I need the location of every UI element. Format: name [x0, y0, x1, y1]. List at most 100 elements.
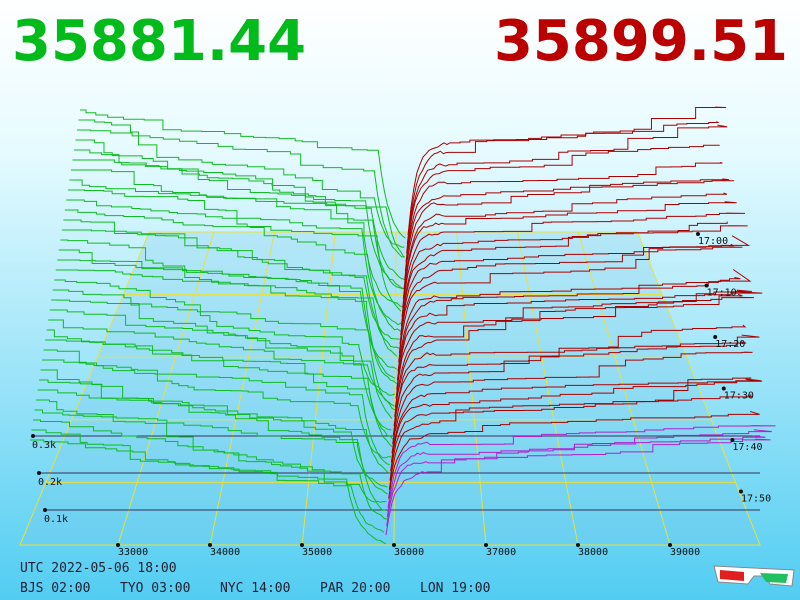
bid-curve — [60, 239, 398, 357]
ask-curve — [396, 277, 741, 381]
price-label: 34000 — [210, 547, 240, 558]
bid-curve — [67, 189, 402, 312]
depth-lines — [30, 106, 776, 545]
floor-line — [456, 231, 487, 546]
bid-curve — [57, 259, 396, 379]
ask-curve — [390, 378, 762, 463]
axis-labels: 33000 34000 35000 36000 37000 38000 39000 0.3k 0… — [31, 232, 771, 558]
zone-clock: PAR 20:00 — [320, 581, 390, 596]
ask-curve — [388, 410, 760, 499]
tick-dot — [668, 543, 672, 547]
tick-dot — [739, 489, 743, 494]
ask-curve — [401, 212, 746, 317]
ask-curve — [400, 225, 748, 336]
price-label: 33000 — [118, 547, 148, 558]
bid-curve — [34, 409, 386, 511]
zone-clock: NYC 14:00 — [220, 581, 290, 596]
ask-curve — [398, 243, 734, 354]
ask-curve — [407, 106, 727, 236]
ask-curve — [404, 162, 723, 272]
floor-line — [516, 231, 579, 546]
time-label: 17:00 — [698, 236, 728, 247]
ask-curve — [386, 429, 772, 526]
tick-dot — [696, 232, 700, 236]
bid-curve — [69, 179, 404, 308]
bid-curve — [36, 399, 387, 503]
ask-curve — [405, 144, 720, 263]
tick-dot — [116, 543, 120, 547]
ask-curve — [397, 269, 752, 372]
depth-label: 0.1k — [44, 514, 68, 525]
bid-curve — [48, 319, 392, 431]
ask-curve — [389, 394, 753, 481]
time-label: 17:20 — [715, 339, 745, 350]
tick-dot — [37, 471, 41, 475]
tick-dot — [208, 543, 212, 547]
tick-dot — [484, 543, 488, 547]
bid-curve — [54, 279, 396, 396]
bid-curve — [55, 269, 397, 384]
bid-curve — [49, 309, 393, 419]
bid-curve — [30, 439, 387, 545]
tick-dot — [721, 386, 726, 391]
ask-curve — [399, 246, 743, 345]
ask-curve — [392, 334, 760, 436]
ask-curve — [402, 201, 737, 308]
tick-dot — [43, 508, 47, 512]
tick-dot — [300, 543, 304, 547]
tick-dot — [392, 543, 396, 547]
bid-curve — [76, 129, 405, 258]
ask-curve — [392, 324, 747, 445]
ask-curve — [391, 351, 753, 454]
ask-curve — [390, 378, 763, 472]
bid-curve — [61, 229, 400, 349]
bid-curve — [33, 419, 388, 520]
ask-price: 35899.51 — [494, 9, 788, 74]
bid-curve — [51, 299, 396, 411]
price-label: 36000 — [394, 547, 424, 558]
floor-line — [117, 231, 215, 546]
bid-curve — [42, 359, 390, 466]
tick-dot — [31, 434, 35, 438]
ask-curve — [403, 178, 730, 290]
depth-label: 0.3k — [32, 440, 56, 451]
time-label: 17:30 — [724, 391, 754, 402]
zone-clock: BJS 02:00 — [20, 581, 90, 596]
ask-curve — [388, 377, 752, 490]
tick-dot — [704, 283, 709, 288]
price-label: 35000 — [302, 547, 332, 558]
3d-glasses-icon — [713, 565, 795, 587]
bid-curve — [66, 199, 402, 326]
bid-curve — [39, 379, 388, 488]
ask-curve — [387, 425, 776, 508]
ask-curve — [396, 291, 763, 390]
zone-clock: TYO 03:00 — [120, 581, 190, 596]
price-label: 38000 — [578, 547, 608, 558]
bid-price: 35881.44 — [12, 9, 306, 74]
ask-curve — [406, 121, 719, 245]
ask-curve — [406, 124, 728, 254]
depth-label: 0.2k — [38, 477, 62, 488]
ask-curve — [400, 221, 728, 326]
ask-curve — [393, 341, 747, 426]
ask-curve — [394, 293, 743, 408]
zone-clocks: BJS 02:00 TYO 03:00 NYC 14:00 PAR 20:00 LON … — [20, 581, 490, 596]
tick-dot — [713, 335, 718, 339]
floor-line — [209, 231, 276, 546]
price-label: 39000 — [670, 547, 700, 558]
bid-curve — [45, 339, 393, 448]
ask-curve — [402, 192, 728, 299]
ask-curve — [386, 435, 766, 517]
tick-dot — [576, 543, 580, 547]
ask-curve — [385, 438, 771, 536]
ask-curve — [394, 296, 754, 417]
time-label: 17:10 — [707, 288, 737, 299]
ask-curve — [398, 235, 751, 363]
bid-curve — [75, 139, 405, 259]
utc-clock: UTC 2022-05-06 18:00 — [20, 561, 177, 576]
time-label: 17:50 — [741, 494, 771, 505]
ask-curve — [404, 180, 735, 281]
bid-curve — [80, 109, 406, 239]
